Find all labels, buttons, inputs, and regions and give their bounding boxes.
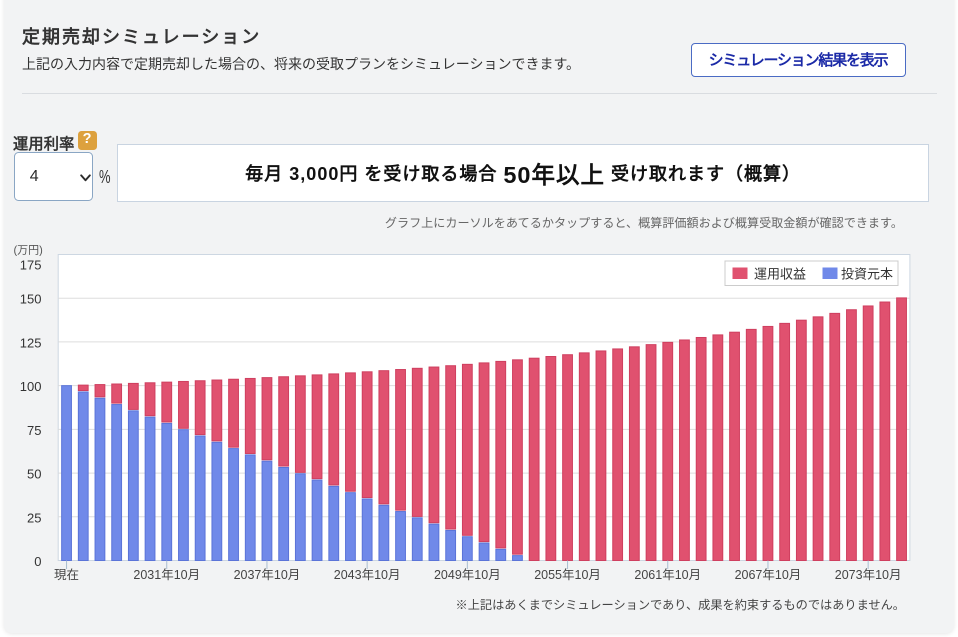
svg-text:現在: 現在 <box>54 568 79 582</box>
svg-text:100: 100 <box>20 379 42 394</box>
svg-text:投資元本: 投資元本 <box>841 267 893 282</box>
svg-text:2073年10月: 2073年10月 <box>835 568 902 582</box>
svg-text:2067年10月: 2067年10月 <box>735 568 802 582</box>
svg-text:0: 0 <box>34 554 41 569</box>
svg-text:2049年10月: 2049年10月 <box>434 568 501 582</box>
svg-text:25: 25 <box>27 510 41 525</box>
svg-text:2037年10月: 2037年10月 <box>234 568 301 582</box>
svg-text:2061年10月: 2061年10月 <box>634 568 701 582</box>
svg-text:75: 75 <box>27 423 41 438</box>
svg-text:2031年10月: 2031年10月 <box>133 568 200 582</box>
svg-text:175: 175 <box>20 258 42 273</box>
svg-text:2043年10月: 2043年10月 <box>334 568 401 582</box>
svg-text:運用収益: 運用収益 <box>754 267 806 282</box>
svg-text:(万円): (万円) <box>14 245 43 257</box>
svg-text:50: 50 <box>27 467 41 482</box>
svg-text:150: 150 <box>20 292 42 307</box>
svg-text:2055年10月: 2055年10月 <box>534 568 601 582</box>
svg-text:125: 125 <box>20 335 42 350</box>
